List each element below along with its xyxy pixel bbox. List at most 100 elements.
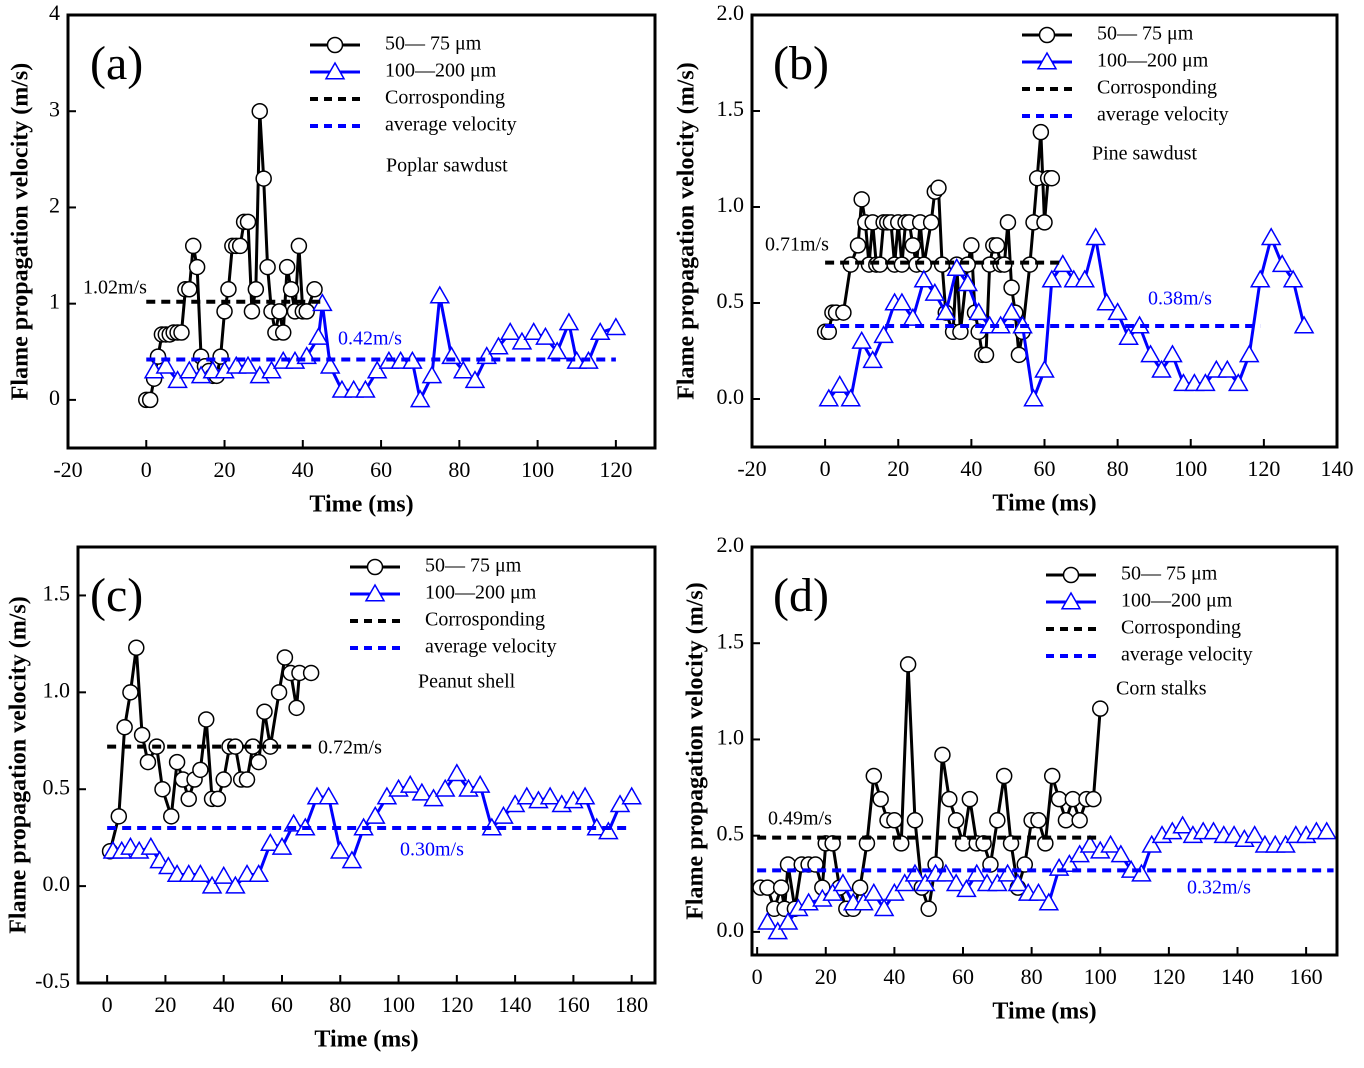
data-point bbox=[341, 850, 363, 869]
data-point bbox=[364, 805, 386, 824]
data-point bbox=[1092, 700, 1109, 717]
x-axis-title: Time (ms) bbox=[314, 1027, 418, 1053]
legend-marker bbox=[366, 558, 384, 576]
data-point bbox=[947, 812, 965, 829]
data-point bbox=[251, 102, 269, 120]
data-point bbox=[862, 350, 883, 369]
data-point bbox=[216, 303, 233, 320]
data-point bbox=[1100, 834, 1121, 853]
average-label: 0.42m/s bbox=[338, 328, 402, 350]
data-point bbox=[987, 873, 1008, 892]
data-point bbox=[966, 863, 988, 882]
data-point bbox=[946, 257, 968, 276]
data-point bbox=[1195, 373, 1216, 392]
data-point bbox=[288, 699, 305, 717]
data-point bbox=[516, 786, 538, 805]
data-point bbox=[318, 786, 339, 805]
x-tick-label: 20 bbox=[214, 457, 236, 482]
data-point bbox=[1227, 373, 1249, 392]
data-point bbox=[574, 786, 596, 805]
data-point bbox=[535, 326, 556, 345]
data-point bbox=[1050, 790, 1068, 808]
data-point bbox=[260, 832, 281, 851]
data-point bbox=[243, 303, 261, 320]
data-point bbox=[1096, 292, 1117, 311]
data-point bbox=[1316, 821, 1338, 840]
data-point bbox=[1118, 327, 1139, 346]
x-tick-label: 160 bbox=[1290, 964, 1323, 989]
average-label: 0.72m/s bbox=[318, 737, 382, 759]
data-point bbox=[238, 771, 256, 788]
data-point bbox=[930, 179, 947, 197]
data-point bbox=[237, 355, 259, 374]
data-point bbox=[935, 863, 957, 882]
data-point bbox=[1023, 388, 1044, 407]
y-tick-label: 0.0 bbox=[717, 384, 745, 409]
data-point bbox=[539, 786, 561, 805]
legend-label: average velocity bbox=[1097, 104, 1229, 126]
data-point bbox=[807, 856, 824, 873]
x-tick-label: 100 bbox=[1174, 456, 1207, 481]
average-label: 0.32m/s bbox=[1187, 877, 1251, 899]
plot-frame bbox=[76, 545, 657, 985]
y-tick-label: 1.5 bbox=[717, 628, 745, 653]
data-point bbox=[140, 836, 162, 855]
data-point bbox=[158, 856, 179, 875]
y-tick-label: 0.5 bbox=[43, 774, 71, 799]
annotation: Poplar sawdust bbox=[386, 155, 508, 177]
x-tick-label: 120 bbox=[599, 457, 632, 482]
data-point bbox=[270, 684, 288, 701]
data-point bbox=[920, 900, 937, 918]
data-point bbox=[329, 840, 351, 859]
data-point bbox=[1151, 359, 1172, 378]
data-point bbox=[271, 836, 293, 855]
data-point bbox=[423, 788, 444, 807]
y-tick-label: 1.5 bbox=[43, 580, 71, 605]
x-tick-label: 0 bbox=[141, 457, 152, 482]
panel-label: (a) bbox=[90, 37, 143, 90]
x-tick-label: -20 bbox=[53, 457, 82, 482]
data-point bbox=[1003, 279, 1020, 296]
data-point bbox=[308, 326, 329, 345]
legend-label: 100—200 μm bbox=[1097, 50, 1209, 72]
data-point bbox=[469, 774, 491, 793]
data-point bbox=[231, 237, 249, 255]
data-point bbox=[247, 280, 265, 298]
data-point bbox=[851, 879, 869, 896]
x-tick-label: 80 bbox=[1107, 456, 1129, 481]
data-point bbox=[276, 649, 294, 666]
y-axis-title: Flame propagation velocity (m/s) bbox=[6, 596, 32, 934]
data-point bbox=[434, 778, 456, 797]
data-point bbox=[1043, 169, 1061, 187]
x-tick-label: 20 bbox=[815, 964, 837, 989]
data-point bbox=[863, 882, 885, 901]
data-point bbox=[1275, 834, 1296, 853]
data-point bbox=[922, 214, 940, 231]
x-tick-label: 80 bbox=[329, 992, 351, 1017]
legend-marker bbox=[1062, 566, 1080, 584]
data-line bbox=[146, 111, 316, 402]
x-tick-label: 60 bbox=[271, 992, 293, 1017]
annotation: Pine sawdust bbox=[1092, 143, 1197, 165]
legend-marker bbox=[1036, 51, 1058, 70]
data-point bbox=[598, 821, 619, 840]
legend-label: 100—200 μm bbox=[385, 60, 497, 82]
legend-label: average velocity bbox=[425, 636, 557, 658]
data-point bbox=[832, 873, 854, 892]
data-point bbox=[968, 302, 989, 321]
x-tick-label: 40 bbox=[213, 992, 235, 1017]
data-point bbox=[190, 863, 211, 882]
data-point bbox=[945, 873, 967, 892]
x-tick-label: 140 bbox=[1321, 456, 1354, 481]
data-point bbox=[853, 892, 874, 911]
data-point bbox=[493, 805, 514, 824]
panel-label: (b) bbox=[773, 37, 829, 90]
x-tick-label: 0 bbox=[102, 992, 113, 1017]
data-point bbox=[1043, 767, 1061, 785]
data-point bbox=[865, 767, 883, 785]
data-point bbox=[168, 753, 186, 771]
y-tick-label: 2.0 bbox=[717, 0, 745, 25]
data-point bbox=[399, 774, 421, 793]
data-point bbox=[906, 812, 924, 829]
data-point bbox=[961, 790, 979, 808]
